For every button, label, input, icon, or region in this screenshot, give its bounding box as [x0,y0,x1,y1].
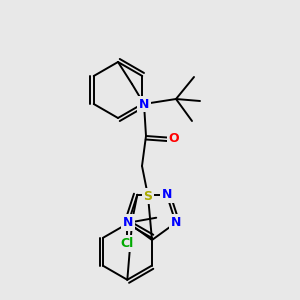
Text: Cl: Cl [121,237,134,250]
Text: S: S [143,190,152,202]
Text: N: N [123,216,134,229]
Text: N: N [171,216,181,229]
Text: N: N [139,98,149,110]
Text: N: N [161,188,172,201]
Text: O: O [169,131,179,145]
